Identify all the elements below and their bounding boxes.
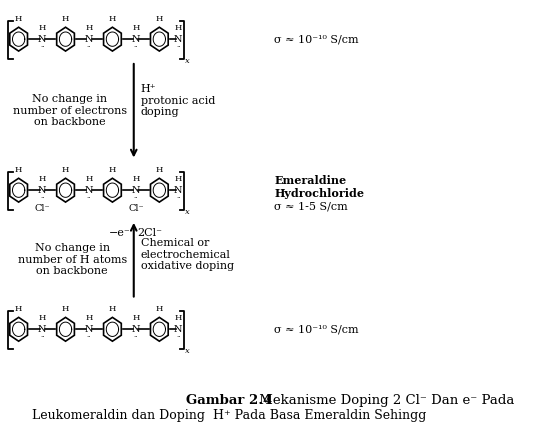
- Text: ··: ··: [176, 334, 180, 340]
- Text: H: H: [132, 175, 139, 183]
- Text: ··: ··: [134, 334, 138, 340]
- Text: H: H: [38, 24, 46, 32]
- Text: ··: ··: [40, 334, 44, 340]
- Text: N: N: [38, 325, 46, 334]
- Text: H: H: [62, 166, 69, 174]
- Text: H: H: [132, 24, 139, 32]
- Text: H: H: [85, 175, 93, 183]
- Text: Chemical or
electrochemical
oxidative doping: Chemical or electrochemical oxidative do…: [140, 238, 234, 271]
- Text: N: N: [174, 34, 182, 44]
- Text: No change in
number of electrons
on backbone: No change in number of electrons on back…: [13, 94, 127, 127]
- Text: H: H: [109, 15, 116, 23]
- Text: ··: ··: [87, 44, 91, 50]
- Text: x: x: [185, 57, 190, 65]
- Text: σ ≈ 1-5 S/cm: σ ≈ 1-5 S/cm: [274, 201, 348, 211]
- Text: H: H: [38, 175, 46, 183]
- Text: ··: ··: [40, 44, 44, 50]
- Text: Mekanisme Doping 2 Cl⁻ Dan e⁻ Pada: Mekanisme Doping 2 Cl⁻ Dan e⁻ Pada: [255, 394, 514, 407]
- Text: H: H: [175, 24, 182, 32]
- Text: H: H: [175, 314, 182, 322]
- Text: N: N: [132, 325, 140, 334]
- Text: ··: ··: [134, 44, 138, 50]
- Text: ··: ··: [40, 195, 44, 201]
- Text: Cl⁻: Cl⁻: [128, 204, 144, 213]
- Text: H: H: [15, 305, 22, 313]
- Text: H: H: [155, 166, 163, 174]
- Text: H: H: [38, 314, 46, 322]
- Text: Leukomeraldin dan Doping  H⁺ Pada Basa Emeraldin Sehingg: Leukomeraldin dan Doping H⁺ Pada Basa Em…: [32, 409, 427, 422]
- Text: ··: ··: [87, 334, 91, 340]
- Text: H: H: [62, 305, 69, 313]
- Text: N: N: [85, 325, 93, 334]
- Text: H⁺
protonic acid
doping: H⁺ protonic acid doping: [140, 84, 215, 117]
- Text: H: H: [109, 305, 116, 313]
- Text: H: H: [15, 166, 22, 174]
- Text: H: H: [85, 24, 93, 32]
- Text: H: H: [155, 15, 163, 23]
- Text: N: N: [174, 186, 182, 195]
- Text: H: H: [132, 314, 139, 322]
- Text: H: H: [15, 15, 22, 23]
- Text: H: H: [175, 175, 182, 183]
- Text: ··: ··: [87, 195, 91, 201]
- Text: H: H: [155, 305, 163, 313]
- Text: ··: ··: [134, 195, 138, 201]
- Text: N: N: [132, 186, 140, 195]
- Text: Gambar 2.4: Gambar 2.4: [186, 394, 272, 407]
- Text: x: x: [185, 208, 190, 216]
- Text: x: x: [185, 347, 190, 355]
- Text: Hydrochloride: Hydrochloride: [274, 187, 364, 199]
- Text: Emeraldine: Emeraldine: [274, 175, 347, 186]
- Text: No change in
number of H atoms
on backbone: No change in number of H atoms on backbo…: [18, 243, 127, 276]
- Text: 2Cl⁻: 2Cl⁻: [137, 228, 162, 238]
- Text: −e⁻: −e⁻: [108, 228, 130, 238]
- Text: ··: ··: [176, 195, 180, 201]
- Text: Cl⁻: Cl⁻: [34, 204, 50, 213]
- Text: σ ≈ 10⁻¹⁰ S/cm: σ ≈ 10⁻¹⁰ S/cm: [274, 34, 359, 44]
- Text: N: N: [38, 186, 46, 195]
- Text: H: H: [62, 15, 69, 23]
- Text: σ ≈ 10⁻¹⁰ S/cm: σ ≈ 10⁻¹⁰ S/cm: [274, 324, 359, 334]
- Text: N: N: [85, 34, 93, 44]
- Text: N: N: [174, 325, 182, 334]
- Text: ··: ··: [176, 44, 180, 50]
- Text: N: N: [132, 34, 140, 44]
- Text: N: N: [85, 186, 93, 195]
- Text: H: H: [85, 314, 93, 322]
- Text: N: N: [38, 34, 46, 44]
- Text: H: H: [109, 166, 116, 174]
